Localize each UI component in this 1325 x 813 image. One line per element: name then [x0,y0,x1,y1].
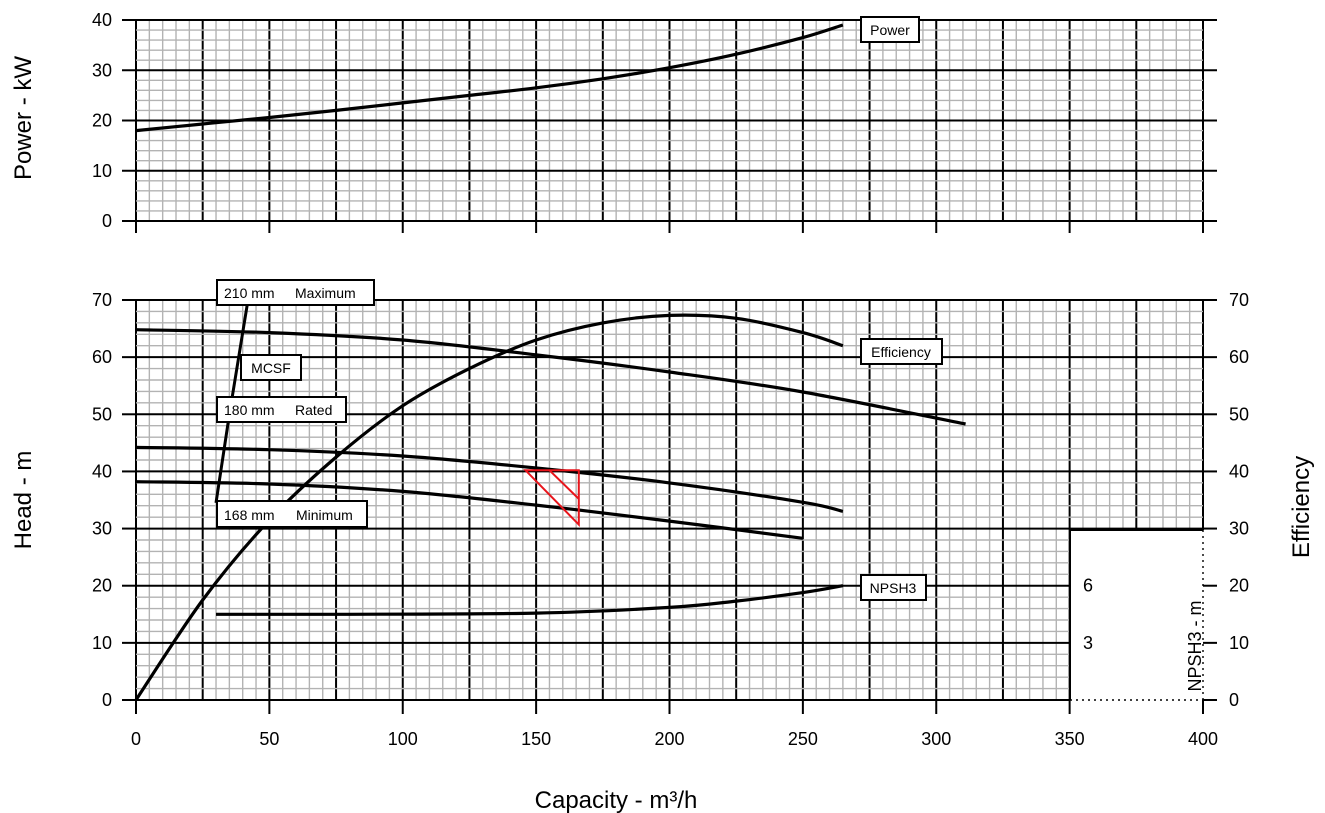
head-y-tick-label: 50 [92,404,112,424]
npsh3-curve [215,584,844,616]
power-curve [135,23,844,133]
head-y-tick-label: 0 [102,690,112,710]
rated-size-text: 180 mm [224,402,275,418]
efficiency-y-tick-label: 70 [1229,290,1249,310]
head-y-tick-label: 20 [92,576,112,596]
grid-layer [135,19,1204,701]
efficiency-y-tick-label: 60 [1229,347,1249,367]
efficiency-y-tick-label: 0 [1229,690,1239,710]
mcsf-text: MCSF [251,360,291,376]
capacity-x-tick-label: 250 [788,729,818,749]
minimum-impeller-label: 168 mm Minimum [216,500,368,528]
power-y-tick-label: 30 [92,60,112,80]
maximum-size-text: 210 mm [224,285,275,301]
efficiency-y-tick-label: 30 [1229,519,1249,539]
capacity-x-tick-label: 150 [521,729,551,749]
power-y-tick-label: 20 [92,111,112,131]
efficiency-y-tick-label: 20 [1229,576,1249,596]
head-y-tick-label: 60 [92,347,112,367]
maximum-impeller-label: 210 mm Maximum [216,279,375,306]
label-layer: Power 210 mm Maximum MCSF 180 mm Rated 1… [216,16,943,601]
capacity-x-tick-label: 0 [131,729,141,749]
power-y-tick-label: 0 [102,211,112,231]
capacity-x-tick-label: 400 [1188,729,1218,749]
efficiency-curve [134,313,844,701]
curve-layer [134,23,966,701]
npsh-tick-label: 6 [1083,576,1093,596]
capacity-x-tick-label: 50 [259,729,279,749]
operating-region [523,469,580,528]
efficiency-y-tick-label: 50 [1229,404,1249,424]
maximum-text: Maximum [295,285,356,301]
capacity-x-tick-label: 300 [921,729,951,749]
operating-region-inner-line [548,469,580,500]
text-layer: Power - kW Head - m Efficiency Capacity … [10,56,1315,813]
capacity-x-tick-label: 100 [388,729,418,749]
capacity-axis-title: Capacity - m³/h [535,787,698,813]
head-y-tick-label: 70 [92,290,112,310]
mcsf-label: MCSF [240,354,302,381]
power-y-tick-label: 10 [92,161,112,181]
minimum-text: Minimum [296,507,353,523]
power-label-text: Power [870,22,910,38]
capacity-x-tick-label: 200 [654,729,684,749]
head-y-tick-label: 10 [92,633,112,653]
npsh3-label: NPSH3 [860,574,927,601]
head-axis-title: Head - m [10,451,37,550]
power-axis-title: Power - kW [10,56,37,180]
head-y-tick-label: 40 [92,461,112,481]
power-label: Power [860,16,920,43]
minimum-impeller-curve [135,480,804,540]
capacity-x-tick-label: 350 [1055,729,1085,749]
npsh-tick-label: 3 [1083,633,1093,653]
minimum-size-text: 168 mm [224,507,275,523]
rated-impeller-label: 180 mm Rated [216,396,347,423]
npsh3-label-text: NPSH3 [870,580,917,596]
power-y-tick-label: 40 [92,10,112,30]
efficiency-label-text: Efficiency [871,344,931,360]
head-y-tick-label: 30 [92,519,112,539]
axis-layer: 0102030400102030405060700102030405060700… [92,10,1249,749]
maximum-impeller-curve [135,328,966,426]
efficiency-y-tick-label: 40 [1229,461,1249,481]
rated-text: Rated [295,402,332,418]
npsh-axis-title: NPSH3 - m [1185,600,1205,691]
efficiency-y-tick-label: 10 [1229,633,1249,653]
efficiency-label: Efficiency [860,338,943,365]
efficiency-axis-title: Efficiency [1288,456,1315,558]
rated-impeller-curve [135,445,844,513]
